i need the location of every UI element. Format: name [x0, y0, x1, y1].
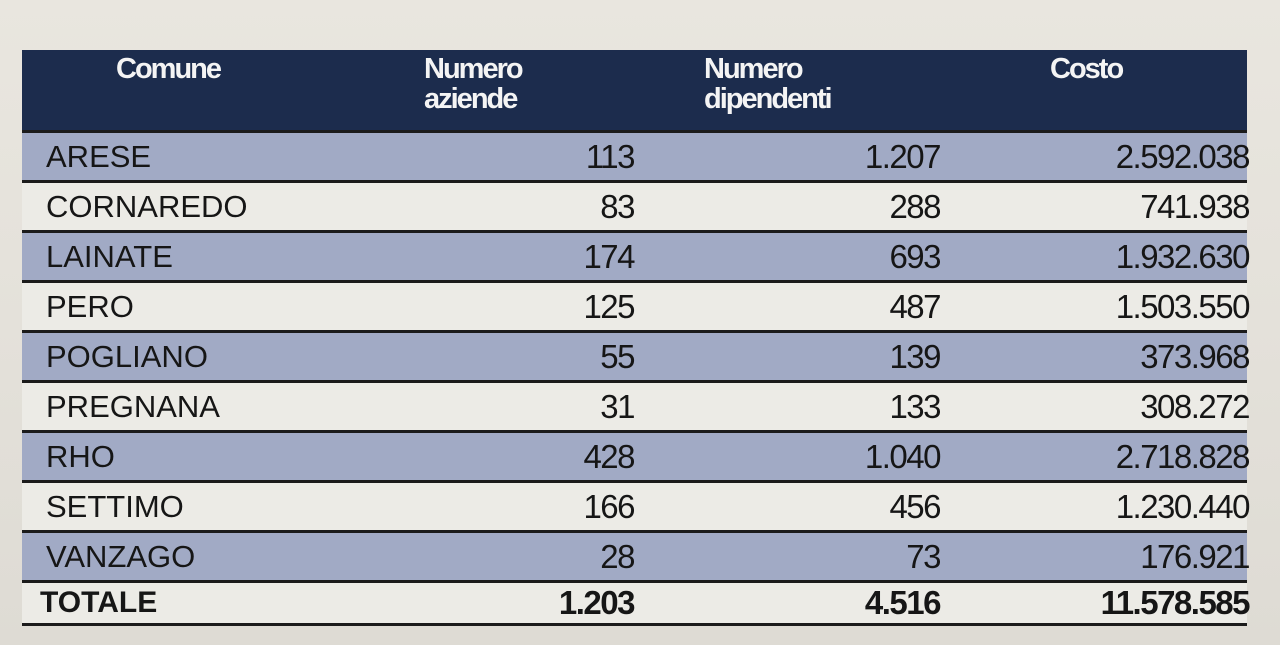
- cell-costo: 1.230.440: [1115, 487, 1251, 525]
- cell-dipendenti: 487: [889, 287, 941, 325]
- cell-aziende: 55: [600, 337, 635, 375]
- cell-aziende: 83: [600, 187, 635, 225]
- header-numero-dipendenti: Numero dipendenti: [704, 53, 833, 115]
- table-row: PERO 125 487 1.503.550: [22, 280, 1251, 330]
- cell-dipendenti: 73: [906, 537, 941, 575]
- cell-comune: LAINATE: [46, 238, 173, 274]
- cell-dipendenti: 456: [889, 487, 941, 525]
- table-row: ARESE 113 1.207 2.592.038: [22, 130, 1251, 180]
- cell-aziende: 166: [583, 487, 635, 525]
- total-aziende: 1.203: [558, 584, 636, 621]
- cell-costo: 2.592.038: [1115, 137, 1251, 175]
- cell-dipendenti: 1.207: [864, 137, 942, 175]
- table-header: Comune Numero aziende Numero dipendenti …: [22, 50, 1247, 130]
- cell-comune: CORNAREDO: [46, 188, 248, 224]
- table-row: RHO 428 1.040 2.718.828: [22, 430, 1251, 480]
- cell-dipendenti: 1.040: [864, 437, 942, 475]
- cell-dipendenti: 693: [889, 237, 941, 275]
- cell-dipendenti: 139: [889, 337, 941, 375]
- cell-costo: 308.272: [1140, 387, 1250, 425]
- cell-comune: PERO: [46, 288, 134, 324]
- cell-aziende: 174: [583, 237, 635, 275]
- cell-comune: ARESE: [46, 138, 152, 174]
- cell-dipendenti: 133: [889, 387, 941, 425]
- table-row: PREGNANA 31 133 308.272: [22, 380, 1250, 430]
- cell-aziende: 125: [583, 287, 635, 325]
- cell-dipendenti: 288: [889, 187, 941, 225]
- cell-aziende: 28: [600, 537, 635, 575]
- total-label: TOTALE: [40, 586, 158, 619]
- cell-comune: SETTIMO: [46, 488, 184, 524]
- cell-aziende: 31: [600, 387, 635, 425]
- cell-comune: POGLIANO: [46, 338, 208, 374]
- table-row: SETTIMO 166 456 1.230.440: [22, 480, 1251, 530]
- cell-aziende: 113: [585, 137, 636, 175]
- cell-costo: 176.921: [1140, 537, 1250, 575]
- header-costo: Costo: [1050, 53, 1124, 85]
- total-costo: 11.578.585: [1100, 584, 1251, 621]
- data-table: Comune Numero aziende Numero dipendenti …: [22, 50, 1251, 626]
- header-comune: Comune: [116, 53, 222, 85]
- table-total-row: TOTALE 1.203 4.516 11.578.585: [22, 580, 1251, 626]
- cell-costo: 1.932.630: [1115, 237, 1251, 275]
- cell-costo: 2.718.828: [1115, 437, 1251, 475]
- cell-comune: VANZAGO: [46, 538, 196, 574]
- cell-comune: PREGNANA: [46, 388, 220, 424]
- cell-costo: 741.938: [1140, 187, 1250, 225]
- header-numero-aziende: Numero aziende: [424, 53, 524, 115]
- cell-comune: RHO: [46, 438, 115, 474]
- cell-costo: 1.503.550: [1115, 287, 1251, 325]
- table-row: CORNAREDO 83 288 741.938: [22, 180, 1250, 230]
- table-row: POGLIANO 55 139 373.968: [22, 330, 1250, 380]
- total-dipendenti: 4.516: [864, 584, 942, 621]
- table-row: VANZAGO 28 73 176.921: [22, 530, 1250, 580]
- table-row: LAINATE 174 693 1.932.630: [22, 230, 1251, 280]
- cell-aziende: 428: [583, 437, 635, 475]
- cell-costo: 373.968: [1140, 337, 1250, 375]
